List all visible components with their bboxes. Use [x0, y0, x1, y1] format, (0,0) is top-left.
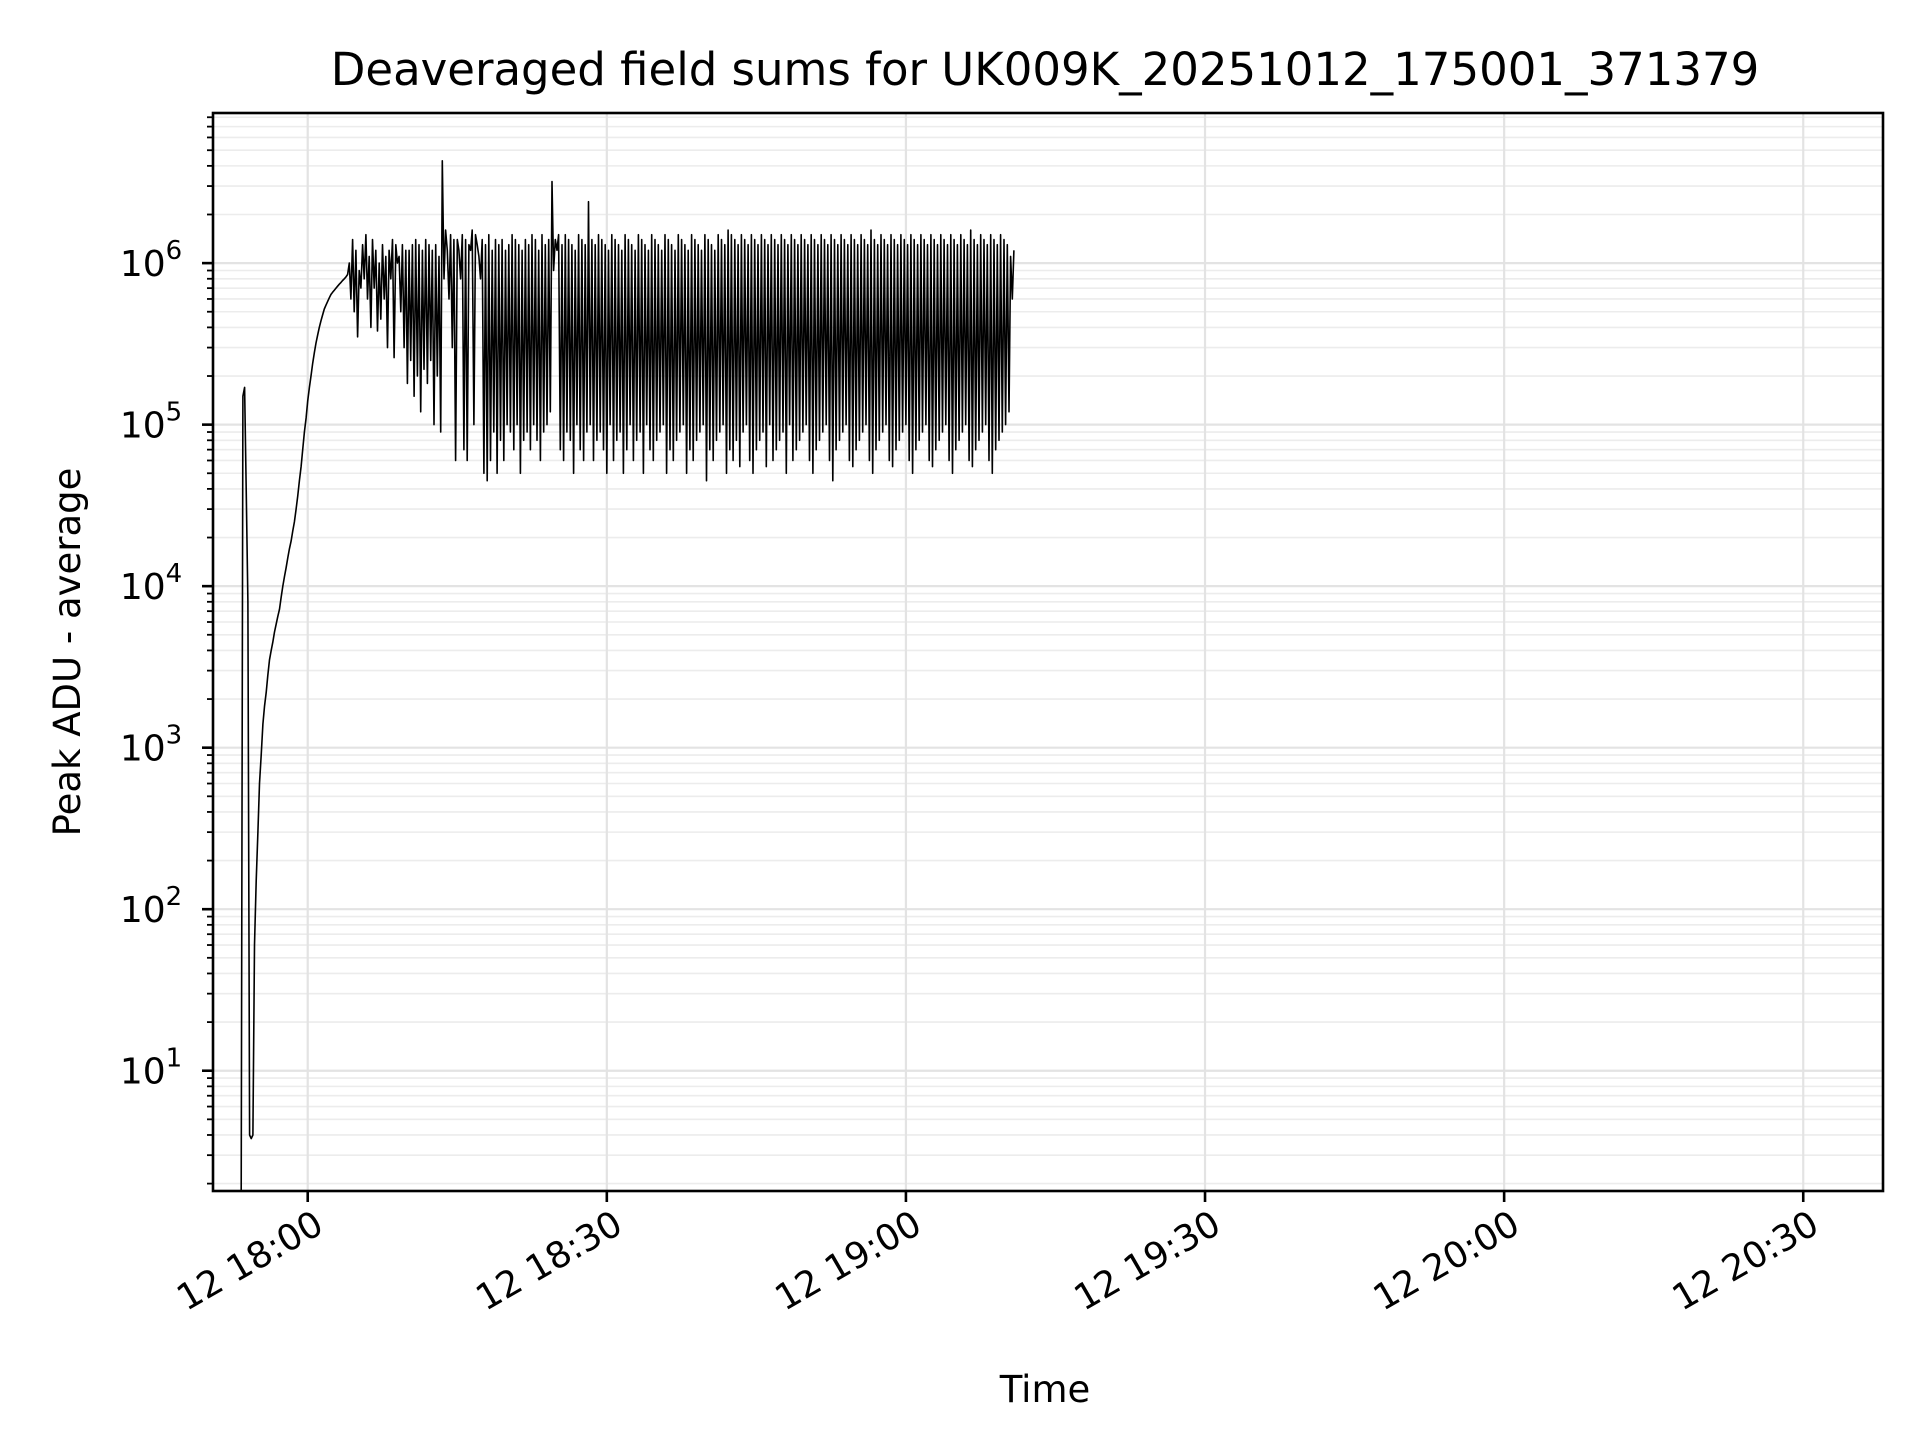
y-tick-label: 102	[120, 882, 182, 931]
y-tick-label: 105	[120, 398, 182, 447]
x-axis-label: Time	[999, 1368, 1091, 1411]
series-layer	[240, 160, 1015, 1192]
x-tick-label: 12 19:30	[1068, 1203, 1228, 1319]
x-tick-label: 12 18:00	[170, 1203, 330, 1319]
y-tick-exponent: 5	[166, 398, 183, 428]
grid	[213, 113, 1883, 1191]
y-tick-base: 10	[120, 244, 166, 285]
x-tick-label: 12 20:30	[1666, 1203, 1826, 1319]
y-tick-label: 103	[120, 721, 182, 770]
x-axis: 12 18:00 12 18:30 12 19:00 12 19:30 12 20:00…	[170, 1191, 1826, 1319]
y-tick-base: 10	[120, 1052, 166, 1093]
chart-title: Deaveraged field sums for UK009K_2025101…	[331, 43, 1760, 96]
y-tick-label: 104	[120, 559, 182, 608]
y-tick-exponent: 4	[166, 559, 183, 589]
y-axis-label: Peak ADU - average	[46, 468, 89, 837]
y-tick-base: 10	[120, 890, 166, 931]
y-tick-base: 10	[120, 567, 166, 608]
series-line	[240, 160, 1015, 1192]
y-tick-label: 101	[120, 1044, 182, 1093]
x-tick-label: 12 20:00	[1367, 1203, 1527, 1319]
y-tick-base: 10	[120, 406, 166, 447]
plot-frame	[211, 111, 1885, 1193]
y-tick-exponent: 3	[166, 721, 183, 751]
y-tick-exponent: 2	[166, 882, 183, 912]
y-tick-base: 10	[120, 729, 166, 770]
y-tick-label: 106	[120, 236, 182, 285]
x-tick-label: 12 19:00	[768, 1203, 928, 1319]
x-tick-label: 12 18:30	[469, 1203, 629, 1319]
y-tick-exponent: 6	[166, 236, 183, 266]
y-tick-exponent: 1	[166, 1044, 183, 1074]
